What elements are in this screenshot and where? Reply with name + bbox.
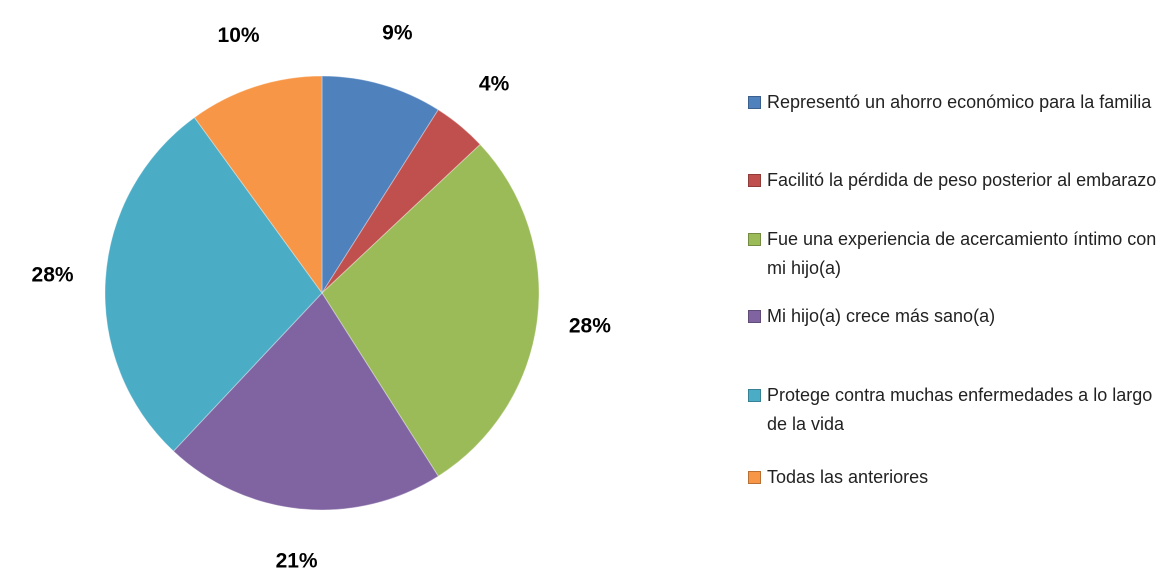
pie-slice [321, 109, 481, 294]
legend-swatch [748, 389, 761, 402]
data-label: 28% [569, 314, 611, 337]
legend-label: Protege contra muchas enfermedades a lo … [767, 385, 1153, 434]
legend-item: Fue una experiencia de acercamiento ínti… [748, 225, 1160, 283]
legend-item: Facilitó la pérdida de peso posterior al… [748, 166, 1160, 195]
legend-swatch [748, 174, 761, 187]
pie-slice [172, 292, 439, 511]
legend-swatch [748, 471, 761, 484]
legend-label: Fue una experiencia de acercamiento ínti… [767, 229, 1157, 278]
data-label: 9% [382, 21, 413, 44]
pie-slice [104, 116, 323, 452]
data-label: 4% [479, 73, 510, 96]
pie-slice [193, 75, 323, 295]
pie-slice [321, 143, 540, 477]
legend-swatch [748, 233, 761, 246]
legend-label: Todas las anteriores [767, 467, 929, 487]
legend-item: Mi hijo(a) crece más sano(a) [748, 302, 1160, 331]
legend-item: Todas las anteriores [748, 463, 1160, 492]
legend-swatch [748, 310, 761, 323]
pie-slice [321, 75, 439, 295]
data-label: 21% [276, 549, 318, 572]
data-label: 10% [218, 24, 260, 47]
legend-item: Representó un ahorro económico para la f… [748, 88, 1160, 117]
legend-label: Representó un ahorro económico para la f… [767, 92, 1152, 112]
pie-chart: 9% 4% 28% 21% 28% 10% [32, 21, 612, 572]
legend-label: Mi hijo(a) crece más sano(a) [767, 306, 996, 326]
data-label: 28% [32, 264, 74, 287]
legend-swatch [748, 96, 761, 109]
legend-item: Protege contra muchas enfermedades a lo … [748, 381, 1160, 439]
legend-label: Facilitó la pérdida de peso posterior al… [767, 170, 1157, 190]
